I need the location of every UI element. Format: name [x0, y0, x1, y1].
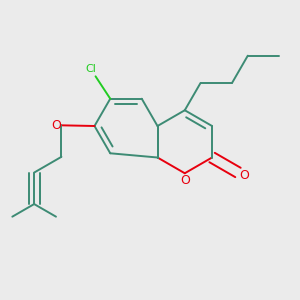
Text: O: O: [51, 119, 61, 132]
Text: Cl: Cl: [85, 64, 96, 74]
Text: O: O: [239, 169, 249, 182]
Text: O: O: [180, 174, 190, 187]
